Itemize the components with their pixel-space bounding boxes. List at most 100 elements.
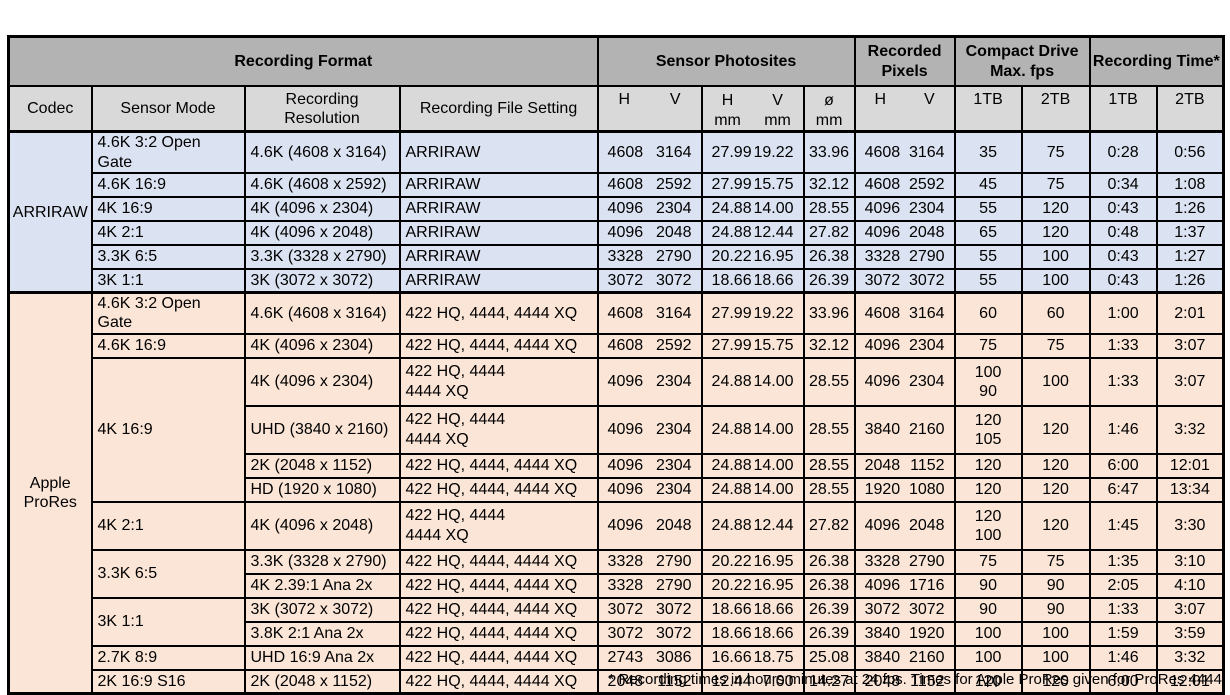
header-sensor-mode: Sensor Mode [90, 85, 246, 134]
table-row: 2.7K 8:9 UHD 16:9 Ana 2x 422 HQ, 4444, 444… [8, 644, 1225, 671]
header-compact-drive-max-fps: Compact Drive Max. fps [953, 35, 1091, 87]
recorded-pixels-cell: 4608 2592 [853, 171, 956, 198]
recorded-pixels-cell: 3840 1920 [853, 620, 956, 647]
recording-resolution-cell: 4.6K (4608 x 3164) [243, 130, 401, 174]
fps-2tb-cell: 90 [1020, 596, 1091, 623]
diameter-cell: 26.39 [802, 620, 856, 647]
table-row: 4.6K 16:9 4.6K (4608 x 2592) ARRIRAW 4608 25… [8, 171, 1225, 198]
diameter-cell: 27.82 [802, 219, 856, 246]
diameter-cell: 28.55 [802, 476, 856, 503]
time-2tb-cell: 2:01 [1155, 291, 1225, 335]
table-row: 4K 16:9 4K (4096 x 2304) 422 HQ, 4444 4444 … [8, 356, 1225, 503]
photosites-hv-cell: 4096 2304 [596, 476, 703, 503]
table-row: 2K 16:9 S16 2K (2048 x 1152) 422 HQ, 4444,… [8, 668, 1225, 695]
recorded-pixels-cell: 3840 2160 [853, 404, 956, 455]
fps-1tb-cell: 45 [953, 171, 1023, 198]
recorded-pixels-cell: 2048 1152 [853, 668, 956, 695]
file-setting-cell: ARRIRAW [398, 243, 599, 270]
file-setting-cell: 422 HQ, 4444 4444 XQ [398, 404, 599, 455]
header-mm-label: mm [714, 112, 741, 130]
photosites-mm-cell: 24.88 14.00 [700, 195, 805, 222]
diameter-cell: 32.12 [802, 171, 856, 198]
photosites-mm-cell: 27.99 19.22 [700, 291, 805, 335]
file-setting-cell: 422 HQ, 4444, 4444 XQ [398, 548, 599, 575]
photosites-mm-cell: 24.88 14.00 [700, 404, 805, 455]
photosites-mm-cell: 18.66 18.66 [700, 620, 805, 647]
recorded-pixels-cell: 4096 1716 [853, 572, 956, 599]
time-2tb-cell: 3:30 [1155, 500, 1225, 551]
time-1tb-cell: 1:46 [1088, 644, 1158, 671]
sensor-mode-cell: 3K 1:1 [90, 267, 246, 294]
recording-format-table: Recording Format Sensor Photosites Recor… [7, 35, 1226, 695]
fps-2tb-cell: 75 [1020, 548, 1091, 575]
fps-1tb-cell: 90 [953, 572, 1023, 599]
photosites-hv-cell: 4608 3164 [596, 291, 703, 335]
recording-resolution-cell: HD (1920 x 1080) [243, 476, 401, 503]
table-row: HD (1920 x 1080) 422 HQ, 4444, 4444 XQ 409… [8, 476, 1225, 503]
photosites-mm-cell: 20.22 16.95 [700, 572, 805, 599]
footnote: * Recording times in hours:minutes at 24… [608, 671, 1222, 688]
diameter-symbol: ø [824, 92, 834, 109]
fps-1tb-cell: 120 [953, 476, 1023, 503]
file-setting-cell: ARRIRAW [398, 171, 599, 198]
time-1tb-cell: 6:47 [1088, 476, 1158, 503]
recording-resolution-cell: 4K (4096 x 2048) [243, 219, 401, 246]
photosites-hv-cell: 4096 2304 [596, 452, 703, 479]
header-sensor-photosites: Sensor Photosites [596, 35, 856, 87]
header-diameter: ø mm [802, 85, 856, 134]
photosites-mm-cell: 18.66 18.66 [700, 596, 805, 623]
recorded-pixels-cell: 3072 3072 [853, 267, 956, 294]
header-time-2tb: 2TB [1155, 85, 1225, 134]
time-1tb-cell: 6:00 [1088, 668, 1158, 695]
fps-1tb-cell: 120 100 [953, 500, 1023, 551]
file-setting-cell: 422 HQ, 4444 4444 XQ [398, 356, 599, 407]
time-2tb-cell: 1:26 [1155, 195, 1225, 222]
photosites-hv-cell: 3328 2790 [596, 243, 703, 270]
header-time-1tb: 1TB [1088, 85, 1158, 134]
fps-2tb-cell: 120 [1020, 452, 1091, 479]
fps-1tb-cell: 55 [953, 243, 1023, 270]
fps-2tb-cell: 75 [1020, 130, 1091, 174]
photosites-mm-cell: 27.99 15.75 [700, 171, 805, 198]
time-1tb-cell: 1:35 [1088, 548, 1158, 575]
photosites-hv-cell: 4096 2304 [596, 356, 703, 407]
header-h-label: H [874, 91, 887, 108]
recording-resolution-cell: 4K (4096 x 2304) [243, 195, 401, 222]
photosites-hv-cell: 3328 2790 [596, 548, 703, 575]
table-row: 4K 16:9 4K (4096 x 2304) ARRIRAW 4096 2304 24… [8, 195, 1225, 222]
diameter-cell: 33.96 [802, 291, 856, 335]
fps-2tb-cell: 75 [1020, 171, 1091, 198]
header-v-label: V [772, 92, 783, 109]
recording-resolution-cell: 4.6K (4608 x 3164) [243, 291, 401, 335]
time-2tb-cell: 12:01 [1155, 452, 1225, 479]
header-codec: Codec [7, 85, 93, 134]
table-row: UHD (3840 x 2160) 422 HQ, 4444 4444 XQ 4096… [8, 404, 1225, 455]
recording-resolution-cell: 4.6K (4608 x 2592) [243, 171, 401, 198]
recorded-pixels-cell: 4096 2304 [853, 195, 956, 222]
fps-1tb-cell: 35 [953, 130, 1023, 174]
sensor-mode-cell: 4K 16:9 [90, 195, 246, 222]
recording-resolution-cell: 2K (2048 x 1152) [243, 668, 401, 695]
fps-2tb-cell: 120 [1020, 476, 1091, 503]
photosites-mm-cell: 20.22 16.95 [700, 548, 805, 575]
time-2tb-cell: 3:59 [1155, 620, 1225, 647]
recording-resolution-cell: 2K (2048 x 1152) [243, 452, 401, 479]
header-recording-time: Recording Time* [1088, 35, 1225, 87]
recorded-pixels-cell: 4096 2304 [853, 332, 956, 359]
header-photosites-mm: H V mm mm [700, 85, 805, 134]
recorded-pixels-cell: 3328 2790 [853, 548, 956, 575]
fps-1tb-cell: 100 90 [953, 356, 1023, 407]
fps-1tb-cell: 120 [953, 452, 1023, 479]
diameter-cell: 32.12 [802, 332, 856, 359]
photosites-mm-cell: 24.88 12.44 [700, 219, 805, 246]
table-row: 3.3K 6:5 3.3K (3328 x 2790) ARRIRAW 3328 279… [8, 243, 1225, 270]
diameter-cell: 28.55 [802, 404, 856, 455]
time-2tb-cell: 0:56 [1155, 130, 1225, 174]
header-recording-resolution: Recording Resolution [243, 85, 401, 134]
time-2tb-cell: 1:37 [1155, 219, 1225, 246]
time-2tb-cell: 1:27 [1155, 243, 1225, 270]
recorded-pixels-cell: 3328 2790 [853, 243, 956, 270]
table-row: 4K 2:1 4K (4096 x 2048) ARRIRAW 4096 2048 24.… [8, 219, 1225, 246]
header-v-label: V [669, 91, 681, 108]
fps-1tb-cell: 100 [953, 644, 1023, 671]
